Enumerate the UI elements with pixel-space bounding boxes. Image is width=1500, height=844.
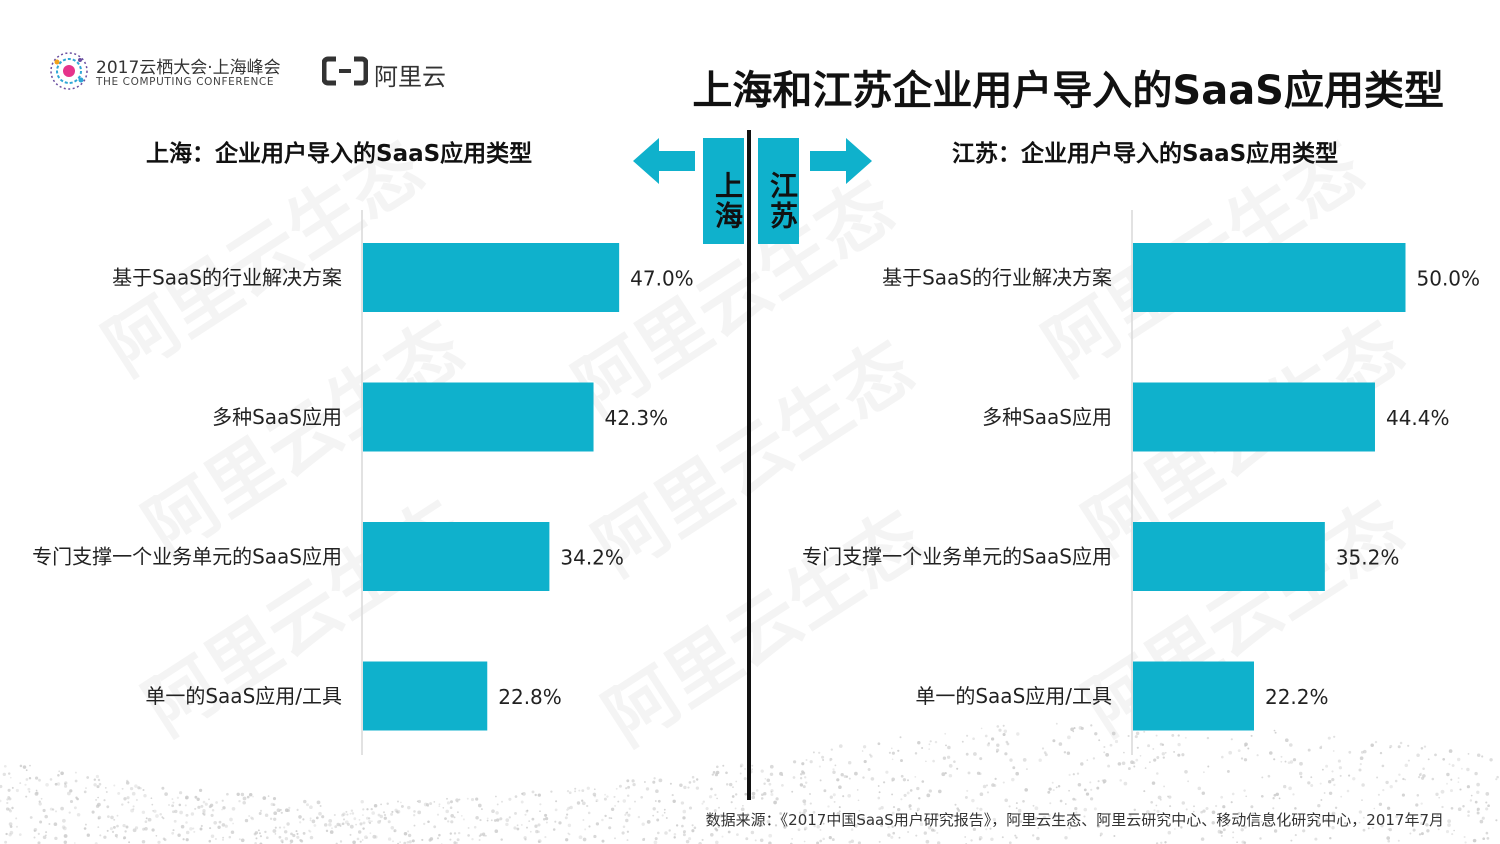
data-label: 35.2% xyxy=(1336,546,1400,570)
data-label: 34.2% xyxy=(560,546,624,570)
category-label: 基于SaaS的行业解决方案 xyxy=(112,266,342,290)
category-label: 单一的SaaS应用/工具 xyxy=(145,684,342,708)
category-label: 专门支撑一个业务单元的SaaS应用 xyxy=(32,545,342,569)
data-source-note: 数据来源：《2017中国SaaS用户研究报告》，阿里云生态、阿里云研究中心、移动… xyxy=(705,811,1444,829)
category-label: 基于SaaS的行业解决方案 xyxy=(882,266,1112,290)
category-label: 单一的SaaS应用/工具 xyxy=(915,684,1112,708)
data-label: 44.4% xyxy=(1386,406,1450,430)
data-label: 50.0% xyxy=(1417,267,1481,291)
bar xyxy=(1133,661,1254,731)
bar xyxy=(1133,522,1325,591)
bar xyxy=(1133,243,1406,312)
conference-title: 2017云栖大会·上海峰会 xyxy=(96,58,281,78)
center-divider xyxy=(747,130,751,800)
chart-title-jiangsu: 江苏：企业用户导入的SaaS应用类型 xyxy=(952,141,1339,167)
data-label: 22.2% xyxy=(1265,685,1329,709)
category-label: 多种SaaS应用 xyxy=(982,405,1112,429)
bar xyxy=(363,382,594,452)
page-title: 上海和江苏企业用户导入的SaaS应用类型 xyxy=(692,68,1444,114)
bar xyxy=(363,522,550,591)
bar-chart-shanghai: 47.0% 基于SaaS的行业解决方案 42.3% 多种SaaS应用 34.2% 专门支撑… xyxy=(32,210,694,755)
aliyun-logo: 阿里云 xyxy=(322,56,482,91)
category-label: 多种SaaS应用 xyxy=(212,405,342,429)
header-logos: 2017云栖大会·上海峰会 THE COMPUTING CONFERENCE 阿… xyxy=(48,48,468,96)
data-label: 47.0% xyxy=(630,267,694,291)
chart-title-shanghai: 上海：企业用户导入的SaaS应用类型 xyxy=(146,141,533,167)
arrow-left-icon xyxy=(633,138,695,184)
bar xyxy=(363,243,620,312)
conference-logo-icon xyxy=(50,52,88,90)
aliyun-brand-text: 阿里云 xyxy=(374,63,446,91)
aliyun-bracket-icon xyxy=(322,56,368,86)
region-label-shanghai: 上海 xyxy=(703,138,744,244)
data-label: 42.3% xyxy=(605,406,669,430)
region-label-jiangsu: 江苏 xyxy=(758,138,799,244)
bar xyxy=(1133,382,1375,452)
category-label: 专门支撑一个业务单元的SaaS应用 xyxy=(802,545,1112,569)
bar-chart-jiangsu: 50.0% 基于SaaS的行业解决方案 44.4% 多种SaaS应用 35.2% 专门支撑… xyxy=(802,210,1481,755)
dotted-wave-decoration xyxy=(0,721,1499,844)
bar xyxy=(363,661,488,731)
arrow-right-icon xyxy=(810,138,872,184)
conference-subtitle: THE COMPUTING CONFERENCE xyxy=(96,76,275,88)
data-label: 22.8% xyxy=(498,685,562,709)
